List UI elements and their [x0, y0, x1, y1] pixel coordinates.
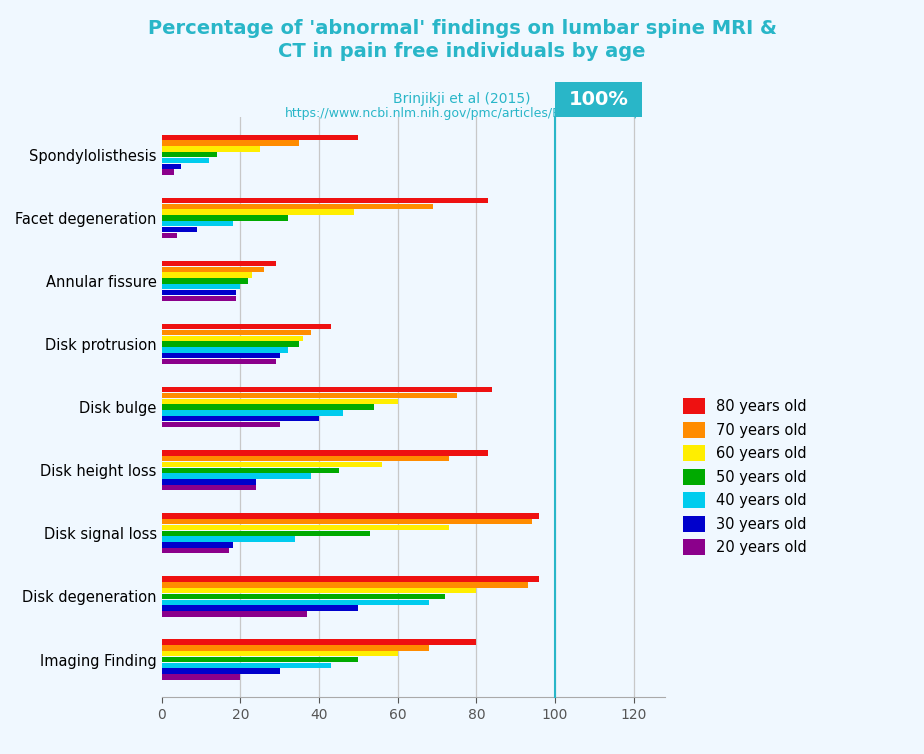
Bar [162, 548, 228, 553]
Bar [162, 198, 488, 203]
Bar [162, 537, 296, 542]
Bar [162, 513, 540, 519]
Bar [162, 542, 233, 547]
Bar [162, 525, 449, 530]
FancyBboxPatch shape [555, 82, 641, 117]
Bar [162, 232, 177, 238]
Bar [162, 272, 252, 277]
Bar [162, 639, 477, 645]
Bar [162, 582, 528, 587]
Bar [162, 329, 311, 335]
Bar [162, 474, 311, 479]
Bar [162, 480, 256, 485]
Bar [162, 422, 280, 428]
Bar [162, 261, 275, 266]
Bar [162, 399, 397, 404]
Bar [162, 342, 299, 347]
Bar [162, 467, 339, 473]
Bar [162, 336, 303, 341]
Bar [162, 204, 433, 209]
Bar [162, 611, 308, 617]
Bar [162, 387, 492, 392]
Bar [162, 164, 181, 169]
Text: Percentage of 'abnormal' findings on lumbar spine MRI &
CT in pain free individu: Percentage of 'abnormal' findings on lum… [148, 19, 776, 61]
Bar [162, 278, 249, 284]
Bar [162, 284, 240, 290]
Legend: 80 years old, 70 years old, 60 years old, 50 years old, 40 years old, 30 years o: 80 years old, 70 years old, 60 years old… [683, 398, 807, 555]
Bar [162, 324, 331, 329]
Bar [162, 221, 233, 226]
Bar [162, 485, 256, 490]
Bar [162, 416, 319, 421]
Bar [162, 531, 371, 536]
Bar [162, 227, 197, 232]
Text: https://www.ncbi.nlm.nih.gov/pmc/articles/PMC4464797/: https://www.ncbi.nlm.nih.gov/pmc/article… [285, 107, 639, 120]
Bar [162, 296, 237, 301]
Bar [162, 158, 209, 163]
Bar [162, 588, 477, 593]
Bar [162, 393, 456, 398]
Bar [162, 605, 359, 611]
Bar [162, 519, 531, 525]
Bar [162, 651, 397, 657]
Bar [162, 594, 445, 599]
Bar [162, 657, 359, 662]
Bar [162, 645, 430, 651]
Bar [162, 290, 237, 296]
Bar [162, 599, 430, 605]
Bar [162, 215, 287, 220]
Bar [162, 450, 488, 455]
Bar [162, 404, 374, 410]
Bar [162, 353, 280, 358]
Bar [162, 140, 299, 146]
Bar [162, 146, 260, 152]
Bar [162, 135, 359, 140]
Bar [162, 576, 540, 582]
Text: Brinjikji et al (2015): Brinjikji et al (2015) [394, 92, 530, 106]
Bar [162, 347, 287, 353]
Bar [162, 663, 331, 668]
Text: 100%: 100% [568, 90, 628, 109]
Bar [162, 267, 264, 272]
Bar [162, 359, 275, 364]
Bar [162, 669, 280, 674]
Bar [162, 674, 240, 679]
Bar [162, 461, 382, 467]
Bar [162, 210, 355, 215]
Bar [162, 152, 217, 158]
Bar [162, 456, 449, 461]
Bar [162, 410, 343, 415]
Bar [162, 170, 174, 175]
